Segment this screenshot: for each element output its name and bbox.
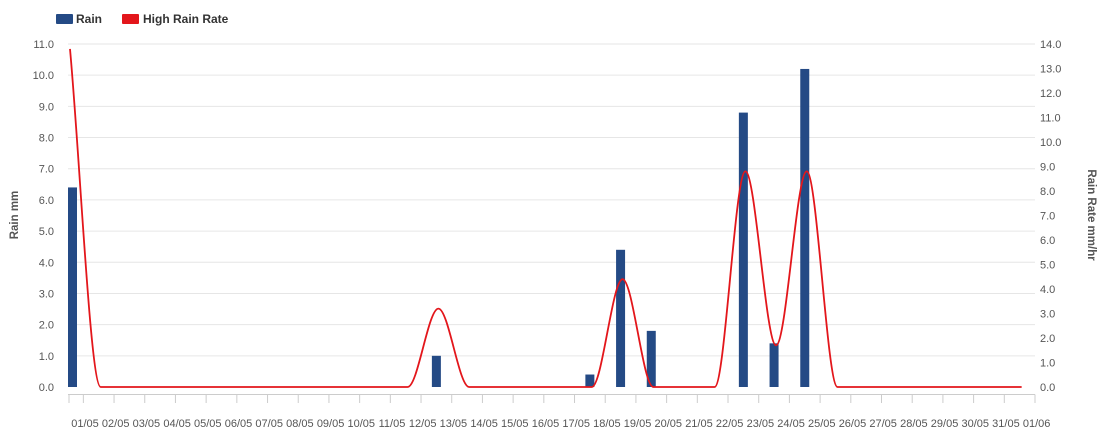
- rain-bar: [585, 374, 595, 387]
- x-tick-label: 26/05: [839, 418, 867, 430]
- x-tick-label: 15/05: [501, 418, 529, 430]
- legend-item-high-rain-rate[interactable]: High Rain Rate: [122, 12, 229, 26]
- x-tick-label: 30/05: [961, 418, 989, 430]
- legend-label-high-rain-rate: High Rain Rate: [143, 12, 229, 26]
- legend: Rain High Rain Rate: [56, 12, 229, 26]
- y2-tick-label: 0.0: [1040, 382, 1055, 394]
- y-tick-label: 5.0: [39, 226, 54, 238]
- x-tick-label: 23/05: [747, 418, 775, 430]
- y-tick-label: 8.0: [39, 133, 54, 145]
- y2-axis-title: Rain Rate mm/hr: [1085, 169, 1097, 261]
- x-tick-label: 09/05: [317, 418, 345, 430]
- x-tick-label: 12/05: [409, 418, 437, 430]
- rain-bar: [800, 68, 810, 387]
- x-tick-label: 08/05: [286, 418, 314, 430]
- x-tick-label: 01/06: [1023, 418, 1051, 430]
- y2-tick-label: 14.0: [1040, 39, 1061, 51]
- x-tick-label: 17/05: [562, 418, 590, 430]
- rain-bar: [68, 187, 77, 387]
- x-tick-label: 03/05: [133, 418, 161, 430]
- y-tick-label: 4.0: [39, 257, 54, 269]
- y2-tick-label: 13.0: [1040, 64, 1061, 76]
- x-tick-label: 18/05: [593, 418, 621, 430]
- rain-rate-line: [69, 48, 1022, 388]
- grid-lines: [68, 43, 1035, 357]
- x-tick-label: 02/05: [102, 418, 130, 430]
- y-axis-right: 0.0 1.0 2.0 3.0 4.0 5.0 6.0 7.0 8.0 9.0 10.0 11.0 12…: [1040, 39, 1061, 394]
- x-axis: 01/05 02/05 03/05 04/05 05/05 06/05 07/05 08/05…: [68, 394, 1051, 430]
- rain-rate-path: [69, 48, 1022, 388]
- x-tick-label: 07/05: [255, 418, 283, 430]
- x-tick-label: 27/05: [869, 418, 897, 430]
- y-axis-left: 0.0 1.0 2.0 3.0 4.0 5.0 6.0 7.0 8.0 9.0 10.0 11.0: [33, 39, 54, 394]
- y2-tick-label: 4.0: [1040, 284, 1055, 296]
- y2-tick-label: 3.0: [1040, 309, 1055, 321]
- y-tick-label: 11.0: [33, 39, 54, 51]
- y-tick-label: 0.0: [39, 382, 54, 394]
- y2-tick-label: 7.0: [1040, 211, 1055, 223]
- legend-swatch-rain: [56, 14, 73, 24]
- y2-tick-label: 1.0: [1040, 358, 1055, 370]
- x-tick-label: 28/05: [900, 418, 928, 430]
- x-tick-label: 16/05: [532, 418, 560, 430]
- y2-tick-label: 6.0: [1040, 235, 1055, 247]
- x-tick-label: 05/05: [194, 418, 222, 430]
- legend-item-rain[interactable]: Rain: [56, 12, 102, 26]
- y2-tick-label: 12.0: [1040, 88, 1061, 100]
- y-tick-label: 7.0: [39, 164, 54, 176]
- x-tick-label: 25/05: [808, 418, 836, 430]
- x-tick-label: 24/05: [777, 418, 805, 430]
- legend-label-rain: Rain: [76, 12, 102, 26]
- y2-tick-label: 8.0: [1040, 186, 1055, 198]
- x-tick-label: 29/05: [931, 418, 959, 430]
- x-tick-label: 06/05: [225, 418, 253, 430]
- rain-bar: [616, 249, 626, 387]
- y-tick-label: 9.0: [39, 101, 54, 113]
- rain-bar: [769, 343, 779, 387]
- y2-tick-label: 11.0: [1040, 113, 1061, 125]
- x-tick-label: 01/05: [71, 418, 99, 430]
- rain-bar: [738, 112, 748, 387]
- y2-tick-label: 5.0: [1040, 260, 1055, 272]
- x-tick-label: 22/05: [716, 418, 744, 430]
- y-tick-label: 1.0: [39, 351, 54, 363]
- x-tick-label: 20/05: [655, 418, 683, 430]
- x-tick-label: 31/05: [992, 418, 1020, 430]
- x-tick-label: 19/05: [624, 418, 652, 430]
- y-tick-label: 3.0: [39, 288, 54, 300]
- y-axis-title: Rain mm: [9, 191, 21, 240]
- rain-bars: [68, 68, 810, 387]
- rain-bar: [646, 330, 656, 387]
- y-tick-label: 10.0: [33, 70, 54, 82]
- x-tick-label: 21/05: [685, 418, 713, 430]
- y-tick-label: 2.0: [39, 320, 54, 332]
- x-tick-label: 14/05: [470, 418, 498, 430]
- y-tick-label: 6.0: [39, 195, 54, 207]
- rain-bar: [431, 355, 441, 387]
- y2-tick-label: 2.0: [1040, 333, 1055, 345]
- x-tick-label: 10/05: [348, 418, 376, 430]
- y2-tick-label: 9.0: [1040, 162, 1055, 174]
- x-tick-label: 11/05: [379, 418, 406, 430]
- x-tick-label: 04/05: [163, 418, 191, 430]
- y2-tick-label: 10.0: [1040, 137, 1061, 149]
- x-tick-label: 13/05: [440, 418, 468, 430]
- legend-swatch-high-rain-rate: [122, 14, 139, 24]
